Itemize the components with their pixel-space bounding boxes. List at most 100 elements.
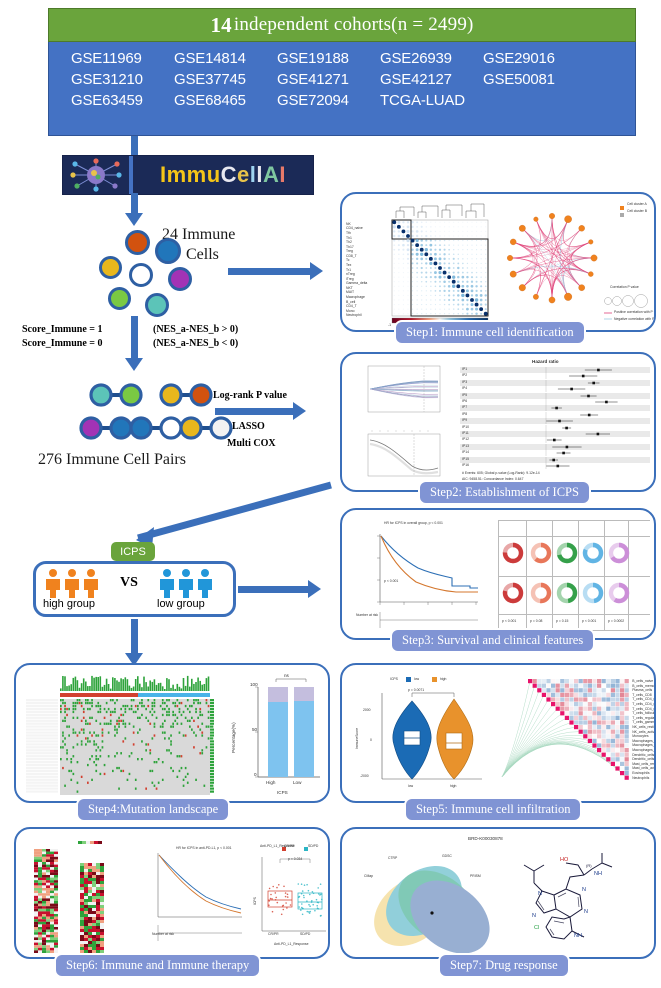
logo-divider	[129, 156, 133, 194]
method-log-rank: Log-rank P value	[213, 390, 287, 401]
svg-text:NH: NH	[574, 933, 582, 939]
immunescore-violin-figure	[381, 677, 482, 780]
immune-cell-circle	[145, 293, 169, 317]
correlation-row-label: nTreg	[346, 272, 355, 277]
forest-row: IP7	[460, 405, 650, 412]
arrowhead-pairs-to-step2	[293, 402, 306, 420]
venn-label-0: CTRP	[388, 856, 398, 860]
score-immune-line2: Score_Immune = 0	[22, 338, 103, 349]
svg-text:N: N	[538, 891, 542, 897]
panel-step3: HR for ICPS in overall group, p < 0.001 …	[340, 508, 656, 640]
correlation-fan-heatmap-figure	[501, 679, 629, 780]
panel-step6: HR for ICPS in anti-PD-L1, p < 0.001 Num…	[14, 827, 330, 959]
heatmap-row-label: T_cells_gamma_delta	[632, 720, 655, 725]
network-note-negative: Negative correlation with P < 0.001	[614, 317, 655, 321]
virus-icon	[63, 158, 129, 192]
svg-text:HO: HO	[560, 857, 569, 863]
km-survival-figure	[377, 534, 478, 628]
forest-row-label: IP12	[462, 437, 469, 442]
cohort-item: GSE50081	[483, 71, 555, 88]
arrowhead-logo-to-cells	[125, 213, 143, 226]
correlation-row-label: NKT	[346, 285, 353, 290]
cross-validation-figure	[367, 430, 441, 477]
correlation-row-label: MAIT	[346, 290, 355, 295]
connector-icps-to-step4	[131, 619, 138, 659]
correlation-row-label: iTreg	[346, 276, 354, 281]
logo-text-immu: Immu	[159, 162, 221, 187]
forest-row: IP3	[460, 379, 650, 386]
donut-chart	[556, 582, 578, 604]
forest-footer-2: AIC: 9458.51; Concordance Index: 0.647	[462, 477, 524, 481]
correlation-row-label: Treg	[346, 249, 353, 254]
boxplot-pvalue: p = 0.034	[288, 857, 303, 861]
cohort-item: GSE19188	[277, 50, 349, 67]
panel-step1: -1 -0.8 -0.6 -0.4 -0.2 0 0.2 0.4 0.6 0.8…	[340, 192, 656, 332]
violin-ylabel: ImmuneScore	[355, 727, 359, 749]
venn-label-2: CMap	[364, 874, 374, 878]
connector-pairs-to-step2	[215, 408, 295, 415]
immune-cell-circle	[108, 287, 131, 310]
immune-cell-circle	[155, 238, 181, 264]
correlation-row-label: B_cell	[346, 299, 356, 304]
heatmap-row-label: Macrophages_M0	[632, 738, 655, 743]
violin-legend-low: low	[414, 677, 420, 681]
km-title: HR for ICPS in overall group, p < 0.001	[384, 521, 443, 525]
logo-text-cellai: CellAI	[220, 162, 287, 187]
cohort-row: GSE11969 GSE14814 GSE19188 GSE26939 GSE2…	[71, 50, 619, 67]
correlation-row-label: NK	[346, 221, 351, 226]
clinical-pvalue: p < 0.001	[582, 619, 597, 623]
arrowhead-cells-to-step1	[310, 262, 323, 280]
high-group-label: high group	[43, 598, 95, 610]
cohort-item: GSE42127	[380, 71, 452, 88]
forest-footer-1: # Events: 605; Global p-value (Log-Rank)…	[462, 471, 540, 475]
cohort-item: GSE14814	[174, 50, 246, 67]
vs-label: VS	[120, 575, 138, 590]
correlation-row-label: Macrophage	[346, 294, 365, 299]
forest-row: IP4	[460, 386, 650, 393]
violin-ytick-2000: 2000	[363, 708, 371, 712]
nes-condition-line1: (NES_a-NES_b > 0)	[153, 324, 239, 335]
correlation-row-label: Mono	[346, 308, 355, 313]
forest-row-label: IP15	[462, 456, 469, 461]
clinical-features-table: p < 0.001 p = 0.08 p = 0.15 p < 0.001 p = 0.…	[492, 520, 650, 634]
anti-pdl1-boxplot-figure	[261, 847, 326, 932]
violin-ytick-neg2000: -2000	[360, 774, 369, 778]
heatmap-row-label: Macrophages_M2	[632, 748, 655, 752]
cohort-item: GSE41271	[277, 71, 349, 88]
network-legend-b: Cell cluster B	[627, 209, 647, 213]
svg-text:NH: NH	[594, 871, 602, 877]
forest-row-label: IP3	[462, 379, 468, 384]
correlation-row-label: Tfh	[346, 230, 351, 235]
immunotherapy-km-title: HR for ICPS in anti-PD-L1, p < 0.001	[176, 846, 232, 850]
forest-row-label: IP4	[462, 386, 468, 391]
donut-chart	[608, 582, 630, 604]
logo-text: Immu CellAI	[133, 162, 313, 188]
heatmap-row-label: Neutrophils	[632, 775, 650, 780]
panel-step4: ns 100 50 0 High Low ICPS Percentage(%)	[14, 663, 330, 803]
forest-row-label: IP6	[462, 399, 468, 403]
correlation-row-label: Th17	[346, 244, 354, 249]
violin-legend-title: ICPS	[390, 677, 398, 681]
lasso-coefficient-figure	[367, 365, 441, 413]
cohort-title: 14 independent cohorts(n = 2499)	[48, 8, 636, 42]
immucellai-logo: Immu CellAI	[62, 155, 314, 195]
heatmap-row-label: T_cells_regulatory_Tregs	[632, 715, 656, 720]
boxplot-category-sdpd: SD/PD	[300, 932, 311, 936]
forest-row-label: IP11	[462, 431, 469, 435]
svg-text:(R): (R)	[586, 863, 592, 868]
arrowhead-icps-to-step4	[125, 653, 143, 666]
boxplot-legend-sdpd: SD/PD	[308, 844, 319, 848]
step-label-5: Step5: Immune cell infiltration	[406, 799, 581, 820]
forest-row-label: IP9	[462, 418, 468, 423]
heatmap-row-label: Dendritic_cells_activated	[632, 757, 655, 762]
method-lasso: LASSO	[232, 421, 265, 432]
oncoprint-figure	[26, 675, 214, 795]
clinical-pvalue: p = 0.08	[530, 619, 543, 623]
bar-ytick-100: 100	[250, 682, 258, 687]
venn-label-3: PRISM	[470, 874, 481, 878]
step-label-4: Step4:Mutation landscape	[78, 799, 229, 820]
violin-pvalue: p = 0.0071	[408, 688, 425, 692]
network-legend-a: Cell cluster A	[627, 202, 647, 206]
km-pvalue: p < 0.001	[384, 579, 399, 583]
